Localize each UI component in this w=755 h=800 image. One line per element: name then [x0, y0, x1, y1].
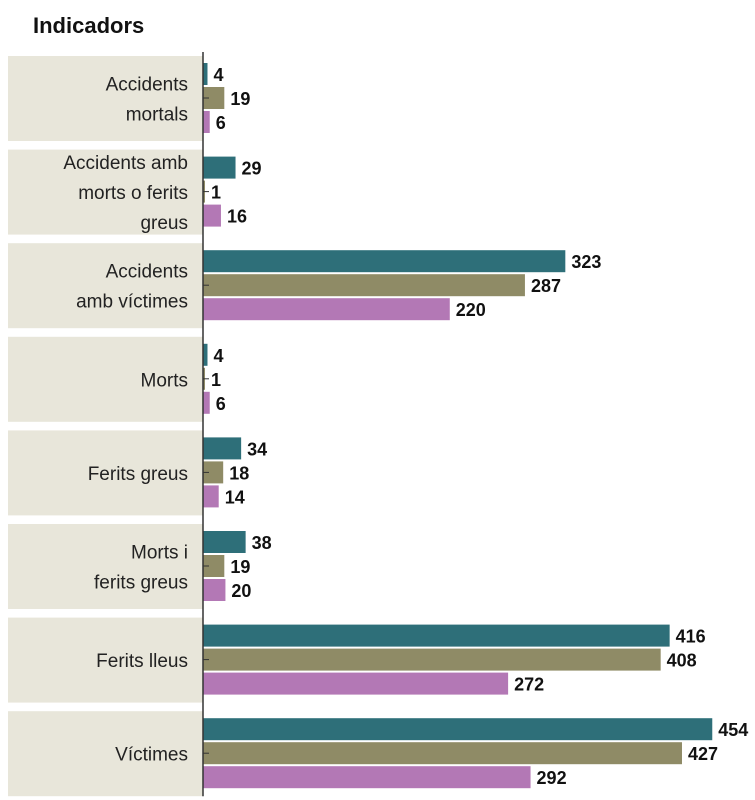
- value-label: 16: [227, 207, 247, 227]
- value-label: 220: [456, 300, 486, 320]
- category-label: Víctimes: [115, 745, 188, 766]
- value-label: 20: [231, 581, 251, 601]
- bar: [203, 579, 226, 601]
- category-label: Morts i: [131, 543, 188, 564]
- category-bands: Accidents mortals Accidents amb morts o fer…: [8, 56, 203, 797]
- category-band: [8, 524, 203, 609]
- category-label: Ferits lleus: [96, 651, 188, 672]
- value-labels: 4196291163232872204163418143819204164082…: [211, 65, 748, 788]
- bar: [203, 437, 242, 460]
- bar: [203, 555, 225, 577]
- category-label: amb víctimes: [76, 292, 188, 313]
- value-label: 18: [229, 463, 249, 483]
- value-label: 4: [213, 346, 223, 366]
- category-label: Accidents: [106, 262, 188, 283]
- value-label: 427: [688, 744, 718, 764]
- category-band: [8, 149, 203, 235]
- bar: [203, 718, 713, 741]
- category-label: Accidents: [106, 75, 188, 96]
- value-label: 19: [230, 89, 250, 109]
- bar: [203, 485, 219, 508]
- value-label: 34: [247, 439, 267, 459]
- value-label: 6: [216, 394, 226, 414]
- value-label: 272: [514, 675, 544, 695]
- value-label: 408: [667, 651, 697, 671]
- value-label: 287: [531, 276, 561, 296]
- bar: [203, 461, 224, 484]
- bar: [203, 742, 682, 765]
- bar: [203, 63, 208, 85]
- chart-title: Indicadors: [33, 13, 144, 38]
- value-label: 454: [718, 720, 748, 740]
- category-label: morts o ferits: [78, 183, 188, 204]
- category-band: [8, 243, 203, 329]
- bar: [203, 156, 236, 179]
- value-label: 323: [571, 252, 601, 272]
- value-label: 416: [676, 627, 706, 647]
- value-label: 292: [537, 768, 567, 788]
- value-label: 38: [252, 533, 272, 553]
- bar: [203, 648, 661, 671]
- category-band: [8, 336, 203, 422]
- value-label: 6: [216, 113, 226, 133]
- category-label: Accidents amb: [63, 153, 188, 174]
- category-band: [8, 56, 203, 141]
- bar: [203, 298, 450, 321]
- value-label: 29: [242, 159, 262, 179]
- y-axis: [202, 52, 209, 797]
- bar: [203, 624, 670, 647]
- bar: [203, 672, 509, 695]
- category-band: [8, 430, 203, 516]
- bar: [203, 766, 531, 789]
- bar: [203, 111, 210, 133]
- value-label: 4: [213, 65, 223, 85]
- bar: [203, 250, 566, 273]
- bar: [203, 343, 208, 366]
- bar: [203, 204, 221, 227]
- category-band: [8, 711, 203, 797]
- category-label: mortals: [126, 105, 188, 126]
- bar: [203, 87, 225, 109]
- bar: [203, 531, 246, 553]
- category-label: Ferits greus: [88, 464, 188, 485]
- value-label: 19: [230, 557, 250, 577]
- bar: [203, 391, 210, 414]
- value-label: 1: [211, 370, 221, 390]
- category-label: Morts: [141, 370, 189, 391]
- bar-marks: [203, 63, 713, 789]
- category-band: [8, 617, 203, 703]
- value-label: 1: [211, 183, 221, 203]
- value-label: 14: [225, 487, 245, 507]
- category-label: greus: [140, 213, 188, 234]
- category-label: ferits greus: [94, 573, 188, 594]
- bar: [203, 274, 525, 297]
